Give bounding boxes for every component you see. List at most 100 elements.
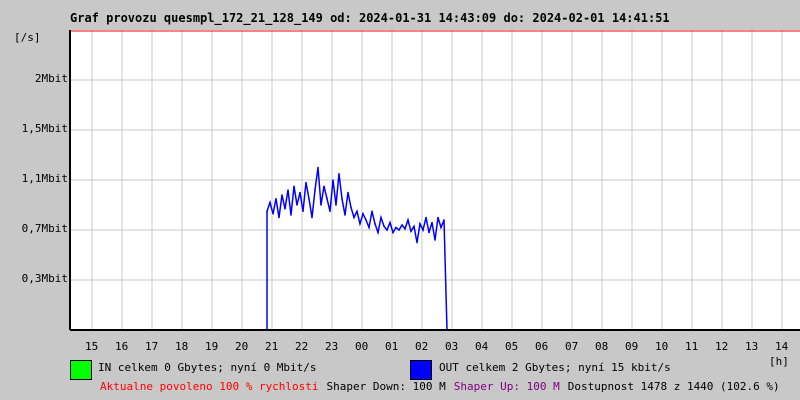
data-point-out	[434, 239, 436, 241]
data-point-out	[395, 226, 397, 229]
data-point-out	[389, 221, 391, 224]
data-point-out	[398, 229, 400, 231]
data-point-out	[368, 226, 370, 229]
data-point-out	[401, 224, 403, 226]
data-point-out	[335, 204, 337, 206]
x-tick-label: 09	[625, 340, 639, 353]
data-point-out	[440, 226, 442, 229]
shaper-down-status: Shaper Down: 100 M	[326, 380, 446, 393]
data-point-out	[293, 185, 295, 188]
data-point-out	[281, 194, 283, 196]
x-tick-label: 01	[385, 340, 399, 353]
availability-status: Dostupnost 1478 z 1440 (102.6 %)	[567, 380, 780, 393]
x-tick-label: 16	[115, 340, 129, 353]
data-point-out	[362, 212, 364, 215]
x-tick-label: 20	[235, 340, 249, 353]
x-tick-label: 15	[85, 340, 99, 353]
x-tick-label: 06	[535, 340, 549, 353]
data-point-out	[410, 230, 412, 233]
legend-in-text: IN celkem 0 Gbytes; nyní 0 Mbit/s	[98, 361, 317, 374]
data-point-out	[353, 216, 355, 219]
x-tick-label: 17	[145, 340, 159, 353]
data-point-out	[278, 216, 280, 219]
allowed-speed-status: Aktualne povoleno 100 % rychlosti	[100, 380, 319, 393]
data-point-out	[437, 216, 439, 219]
y-tick-label: 0,3Mbit	[21, 272, 68, 285]
data-point-out	[419, 222, 421, 225]
shaper-up-status: Shaper Up: 100 M	[453, 380, 560, 393]
data-point-out	[290, 214, 292, 216]
x-tick-label: 11	[685, 340, 699, 353]
data-point-out	[431, 221, 433, 224]
data-point-out	[275, 197, 277, 200]
x-tick-label: 22	[295, 340, 309, 353]
data-point-out	[422, 229, 424, 231]
x-tick-label: 12	[715, 340, 729, 353]
y-tick-label: 0,7Mbit	[21, 222, 68, 235]
data-point-out	[380, 216, 382, 219]
data-point-out	[356, 210, 358, 213]
data-point-out	[284, 207, 286, 210]
data-point-out	[425, 216, 427, 219]
x-tick-label: 08	[595, 340, 609, 353]
legend-in-swatch	[70, 360, 92, 380]
legend-out-text: OUT celkem 2 Gbytes; nyní 15 kbit/s	[439, 361, 671, 374]
data-point-out	[320, 204, 322, 206]
x-tick-label: 00	[355, 340, 369, 353]
x-tick-label: 14	[775, 340, 789, 353]
data-point-out	[266, 210, 268, 213]
series-line-out	[266, 167, 448, 331]
x-tick-label: 05	[505, 340, 519, 353]
x-tick-label: 04	[475, 340, 489, 353]
data-point-out	[443, 219, 445, 221]
x-tick-label: 07	[565, 340, 579, 353]
data-point-out	[305, 181, 307, 184]
data-point-out	[383, 225, 385, 228]
data-point-out	[392, 231, 394, 234]
data-point-out	[296, 204, 298, 206]
x-tick-label: 02	[415, 340, 429, 353]
data-point-out	[323, 185, 325, 188]
x-tick-label: 03	[445, 340, 459, 353]
data-point-out	[371, 210, 373, 213]
x-tick-label: 19	[205, 340, 219, 353]
x-axis-label: [h]	[769, 355, 789, 368]
data-point-out	[428, 231, 430, 234]
data-point-out	[332, 179, 334, 181]
data-point-out	[407, 219, 409, 221]
data-point-out	[314, 189, 316, 191]
data-point-out	[413, 225, 415, 228]
data-point-out	[302, 210, 304, 213]
data-point-out	[317, 166, 319, 169]
data-point-out	[404, 227, 406, 230]
data-point-out	[338, 172, 340, 175]
data-point-out	[311, 216, 313, 219]
data-point-out	[377, 231, 379, 234]
data-point-out	[341, 197, 343, 200]
data-point-out	[287, 189, 289, 191]
data-point-out	[359, 222, 361, 225]
x-tick-label: 18	[175, 340, 189, 353]
data-point-out	[386, 229, 388, 231]
x-tick-label: 21	[265, 340, 279, 353]
data-point-out	[374, 222, 376, 225]
y-tick-label: 1,5Mbit	[21, 122, 68, 135]
y-tick-label: 1,1Mbit	[21, 172, 68, 185]
x-tick-label: 13	[745, 340, 759, 353]
data-point-out	[329, 210, 331, 213]
y-axis-label: [/s]	[14, 31, 41, 44]
data-point-out	[365, 219, 367, 221]
data-point-out	[350, 206, 352, 209]
data-point-out	[299, 191, 301, 194]
data-point-out	[347, 191, 349, 194]
status-row: Aktualne povoleno 100 % rychlosti Shaper…	[100, 380, 780, 393]
data-point-out	[416, 241, 418, 244]
data-point-out	[272, 212, 274, 215]
data-point-out	[269, 201, 271, 204]
chart-title: Graf provozu quesmpl_172_21_128_149 od: …	[70, 11, 670, 25]
data-point-out	[326, 197, 328, 200]
x-tick-label: 23	[325, 340, 339, 353]
legend-out-swatch	[410, 360, 432, 380]
